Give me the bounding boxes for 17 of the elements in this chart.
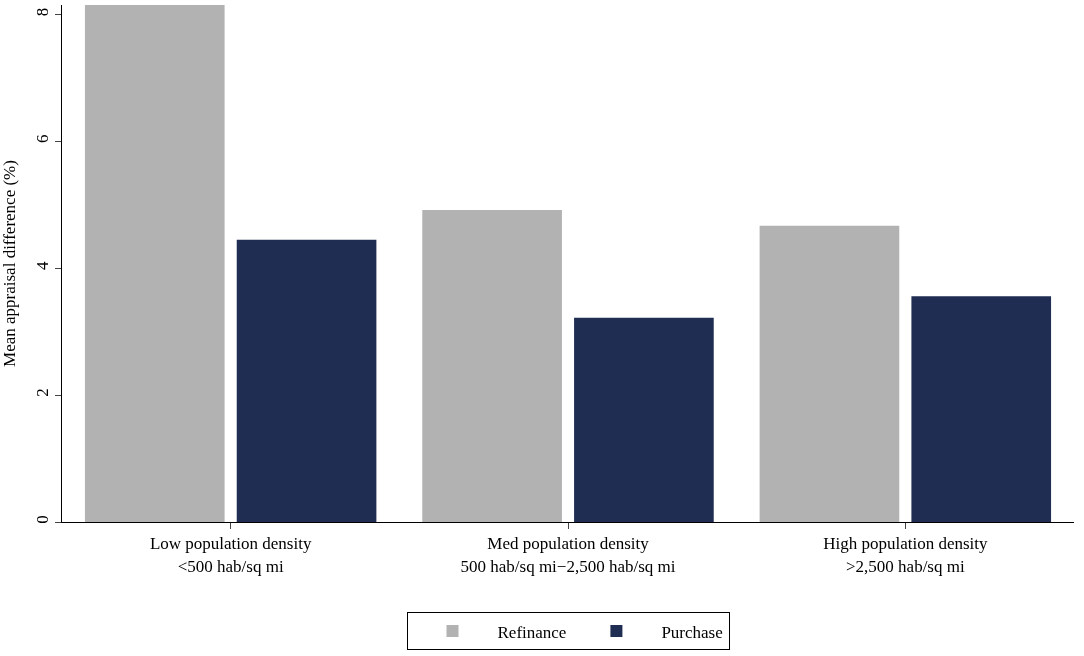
x-tick-label: Low population density <500 hab/sq mi [149,534,312,576]
bar [422,209,562,522]
legend-label: Purchase [661,622,723,642]
y-tick-label: 6 [33,134,53,144]
y-tick-label: 4 [33,260,53,270]
y-tick-label: 0 [33,515,53,524]
y-axis-title: Mean appraisal difference (%) [0,160,19,367]
x-tick-label: Med population density 500 hab/sq mi−2,500 hab/sq mi [460,534,676,576]
legend-label: Refinance [497,622,567,642]
y-tick-label: 8 [33,7,53,17]
x-tick-label: High population density >2,500 hab/sq mi [823,534,988,576]
bar [84,5,225,522]
y-tick-label: 2 [33,388,53,397]
bar [574,317,714,522]
bar [759,225,900,522]
bar [236,239,377,522]
bar [911,296,1052,522]
